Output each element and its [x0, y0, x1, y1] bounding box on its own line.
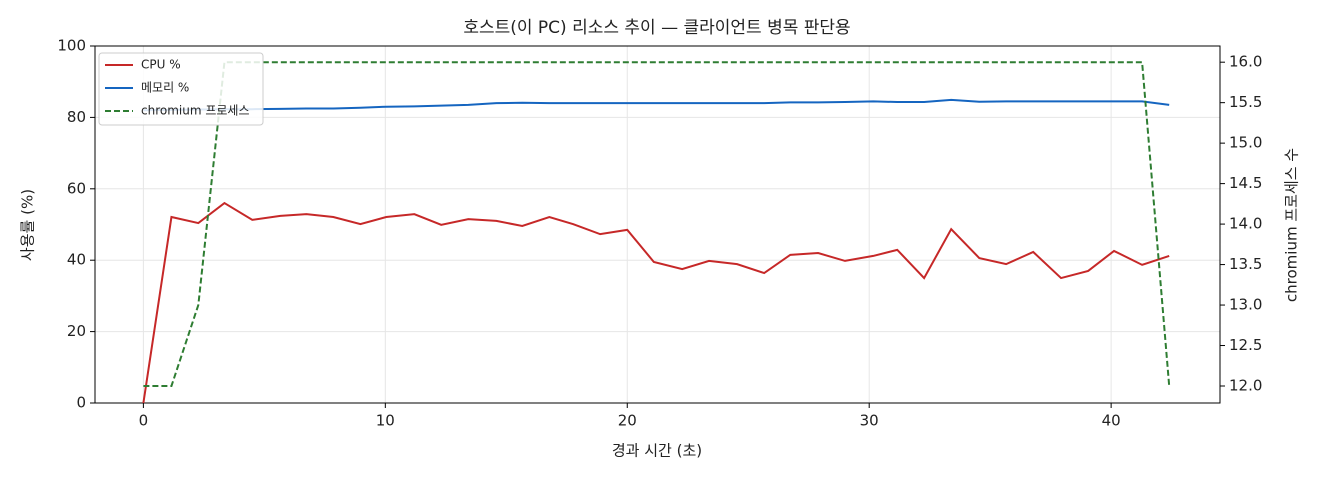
y2-tick-label: 16.0	[1229, 53, 1262, 71]
x-tick-label: 40	[1102, 412, 1121, 430]
x-axis-label: 경과 시간 (초)	[612, 442, 702, 460]
y-tick-label: 20	[67, 322, 86, 340]
chart-title: 호스트(이 PC) 리소스 추이 — 클라이언트 병목 판단용	[463, 18, 850, 38]
y2-tick-label: 14.0	[1229, 215, 1262, 233]
series-line	[143, 61, 1171, 387]
y2-tick-label: 15.0	[1229, 134, 1262, 152]
legend: CPU % 메모리 % chromium 프로세스	[98, 52, 264, 126]
series-line	[142, 201, 1170, 404]
y2-axis-label: chromium 프로세스 수	[1283, 148, 1301, 302]
y-tick-label: 100	[57, 37, 86, 55]
y2-tick-label: 14.5	[1229, 174, 1262, 192]
y2-tick-label: 12.5	[1229, 336, 1262, 354]
y2-tick-label: 12.0	[1229, 377, 1262, 395]
x-tick-label: 0	[139, 412, 149, 430]
y-tick-label: 60	[67, 179, 86, 197]
y2-tick-label: 13.0	[1229, 296, 1262, 314]
plot-frame	[94, 45, 1221, 404]
legend-label: chromium 프로세스	[141, 104, 250, 118]
y-tick-label: 0	[76, 394, 86, 412]
legend-label: CPU %	[141, 58, 181, 72]
x-tick-label: 10	[376, 412, 395, 430]
x-tick-label: 30	[860, 412, 879, 430]
y2-tick-label: 13.5	[1229, 255, 1262, 273]
x-tick-label: 20	[618, 412, 637, 430]
legend-box	[98, 52, 264, 126]
y2-tick-label: 15.5	[1229, 93, 1262, 111]
y-tick-label: 80	[67, 108, 86, 126]
series-line	[143, 98, 1170, 112]
legend-label: 메모리 %	[141, 81, 189, 95]
y-tick-label: 40	[67, 251, 86, 269]
y-axis-label: 사용률 (%)	[19, 189, 37, 261]
